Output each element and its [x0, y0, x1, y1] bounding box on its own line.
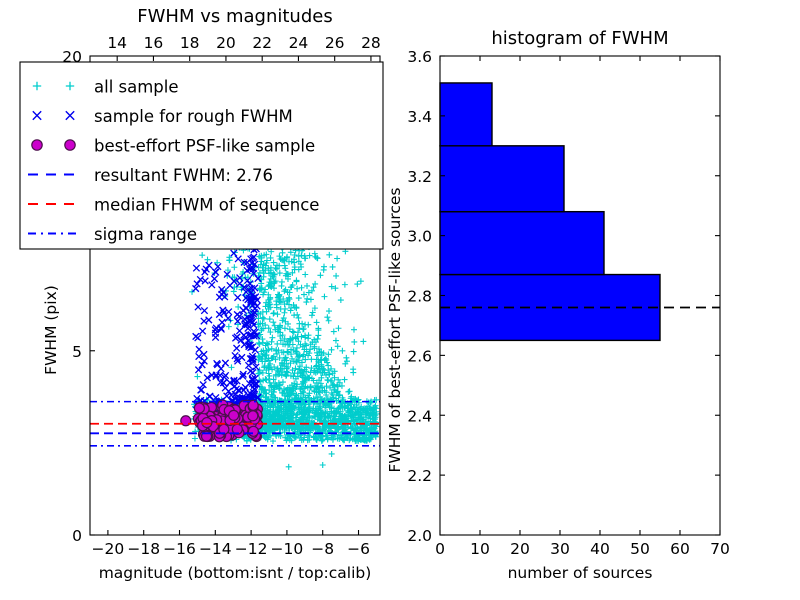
left-ytick-label: 0: [72, 527, 82, 545]
legend-item-label: median FHWM of sequence: [94, 196, 319, 215]
left-xtick-label: −14: [199, 540, 232, 558]
right-panel-histogram: 0 10 20 30 40 50 60 70 2.0 2.2 2.4 2.6 2.8 3.0 3.2 3.4 3…: [386, 28, 730, 582]
legend: all sample sample for rough FWHM best-effo…: [19, 61, 384, 250]
left-xtick-label: −20: [92, 540, 125, 558]
right-ytick-label: 2.4: [407, 407, 432, 425]
right-ytick-label: 2.8: [407, 288, 432, 306]
legend-item-label: sample for rough FWHM: [94, 107, 293, 126]
right-panel-title: histogram of FWHM: [491, 28, 668, 49]
right-ytick-label: 3.0: [407, 228, 432, 246]
right-ytick-label: 3.6: [407, 48, 432, 66]
legend-item[interactable]: best-effort PSF-like sample: [31, 137, 315, 156]
legend-items: all sample sample for rough FWHM best-effo…: [28, 78, 319, 244]
left-xtick-top-label: 20: [216, 34, 236, 52]
right-xtick-label: 30: [550, 540, 570, 558]
left-yaxis-label: FWHM (pix): [42, 285, 60, 375]
left-panel-title: FWHM vs magnitudes: [137, 6, 332, 27]
left-xtick-top-label: 18: [180, 34, 200, 52]
left-reference-lines: [90, 400, 380, 447]
right-ytick-label: 2.6: [407, 347, 432, 365]
left-xtick-label: −10: [271, 540, 304, 558]
legend-item[interactable]: sigma range: [28, 225, 197, 244]
left-xtick-label: −12: [235, 540, 268, 558]
right-xtick-label: 10: [470, 540, 490, 558]
legend-item[interactable]: resultant FWHM: 2.76: [28, 166, 273, 185]
right-ytick-label: 2.0: [407, 527, 432, 545]
right-axis-tick-labels: 0 10 20 30 40 50 60 70 2.0 2.2 2.4 2.6 2.8 3.0 3.2 3.4 3…: [407, 48, 730, 558]
right-yaxis-label: FWHM of best-effort PSF-like sources: [386, 187, 404, 472]
left-xtick-top-label: 22: [252, 34, 272, 52]
histogram-bar: [439, 210, 605, 276]
left-xtick-top-label: 24: [289, 34, 309, 52]
left-ytick-label: 5: [72, 343, 82, 361]
right-xtick-label: 0: [435, 540, 445, 558]
left-xaxis-label: magnitude (bottom:isnt / top:calib): [99, 564, 372, 582]
right-ytick-label: 2.2: [407, 467, 432, 485]
legend-item-label: sigma range: [94, 225, 197, 244]
legend-item[interactable]: sample for rough FWHM: [32, 107, 293, 126]
right-xtick-label: 20: [510, 540, 530, 558]
legend-item-label: all sample: [94, 78, 179, 97]
left-xtick-label: −6: [347, 540, 370, 558]
legend-item[interactable]: median FHWM of sequence: [28, 196, 319, 215]
left-axes-frame: [89, 55, 381, 536]
histogram-bar: [439, 82, 493, 147]
histogram-bar: [439, 145, 565, 213]
right-ytick-label: 3.2: [407, 168, 432, 186]
left-xtick-label: −18: [127, 540, 160, 558]
legend-item[interactable]: all sample: [32, 78, 179, 97]
right-xtick-label: 40: [590, 540, 610, 558]
right-xtick-label: 50: [630, 540, 650, 558]
right-ytick-label: 3.4: [407, 108, 432, 126]
right-axis-ticks: [439, 55, 721, 536]
left-xtick-label: −16: [163, 540, 196, 558]
right-xtick-label: 60: [670, 540, 690, 558]
left-xtick-top-label: 26: [325, 34, 345, 52]
left-xtick-top-label: 28: [361, 34, 381, 52]
legend-item-label: resultant FWHM: 2.76: [94, 166, 273, 185]
legend-item-label: best-effort PSF-like sample: [94, 137, 315, 156]
right-xtick-label: 70: [710, 540, 730, 558]
left-xtick-top-label: 16: [144, 34, 164, 52]
right-xaxis-label: number of sources: [508, 564, 653, 582]
legend-box: [19, 61, 384, 250]
left-xtick-label: −8: [311, 540, 334, 558]
left-xtick-top-label: 14: [107, 34, 127, 52]
